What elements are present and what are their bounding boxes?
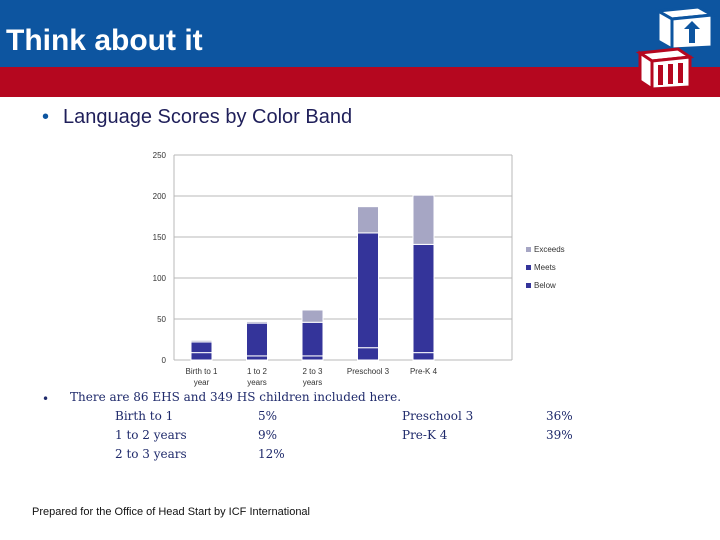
bar-meets (357, 232, 379, 349)
x-tick-label: Birth to 1 (185, 367, 218, 376)
bar-exceeds (412, 194, 435, 245)
x-tick-label-line2: years (303, 378, 323, 387)
summary-bullet: • (42, 392, 50, 406)
header-stripe (0, 67, 720, 97)
x-tick-label-line2: year (194, 378, 210, 387)
chart-heading: • Language Scores by Color Band (42, 106, 352, 129)
bar-meets (190, 341, 213, 354)
bar-exceeds (246, 320, 268, 324)
x-tick-label: 1 to 2 (247, 367, 268, 376)
bar-exceeds (301, 309, 324, 323)
legend-swatch-exceeds (526, 247, 531, 252)
footer-credit: Prepared for the Office of Head Start by… (32, 506, 310, 518)
summary-label-preschool-3: Preschool 3 (402, 409, 474, 423)
summary-pct-preschool-3: 36% (546, 409, 573, 423)
x-tick-label: Pre-K 4 (410, 367, 438, 376)
legend-label-below: Below (534, 281, 556, 290)
x-tick-label: Preschool 3 (347, 367, 390, 376)
y-tick-label: 200 (153, 192, 167, 201)
y-tick-label: 0 (162, 356, 167, 365)
bar-below (246, 355, 268, 361)
summary-pct-birth-to-1: 5% (258, 409, 278, 423)
y-tick-label: 150 (153, 233, 167, 242)
bar-below (301, 355, 324, 361)
summary-pct-1-to-2: 9% (258, 428, 278, 442)
summary-label-pre-k-4: Pre-K 4 (402, 428, 448, 442)
header-banner (0, 0, 720, 67)
summary-intro: There are 86 EHS and 349 HS children inc… (70, 390, 402, 404)
bar-exceeds (357, 206, 379, 234)
legend-swatch-meets (526, 265, 531, 270)
head-start-blocks-logo (635, 5, 717, 92)
y-tick-label: 250 (153, 151, 167, 160)
summary-label-2-to-3: 2 to 3 years (115, 447, 187, 461)
summary-label-birth-to-1: Birth to 1 (115, 409, 174, 423)
y-tick-label: 50 (157, 315, 166, 324)
summary-pct-pre-k-4: 39% (546, 428, 573, 442)
legend-label-exceeds: Exceeds (534, 245, 565, 254)
summary-label-1-to-2: 1 to 2 years (115, 428, 187, 442)
legend-swatch-below (526, 283, 531, 288)
chart-heading-text: Language Scores by Color Band (63, 106, 353, 128)
bar-below (190, 352, 213, 361)
bar-below (412, 352, 435, 361)
y-tick-label: 100 (153, 274, 167, 283)
bar-below (357, 347, 379, 361)
bar-meets (246, 322, 268, 357)
x-tick-label-line2: years (247, 378, 267, 387)
bar-meets (412, 243, 435, 354)
x-tick-label: 2 to 3 (302, 367, 323, 376)
summary-pct-2-to-3: 12% (258, 447, 285, 461)
bar-exceeds (190, 339, 213, 343)
bullet-marker: • (42, 106, 50, 128)
slide-title: Think about it (6, 24, 203, 57)
bar-meets (301, 321, 324, 357)
legend-label-meets: Meets (534, 263, 556, 272)
